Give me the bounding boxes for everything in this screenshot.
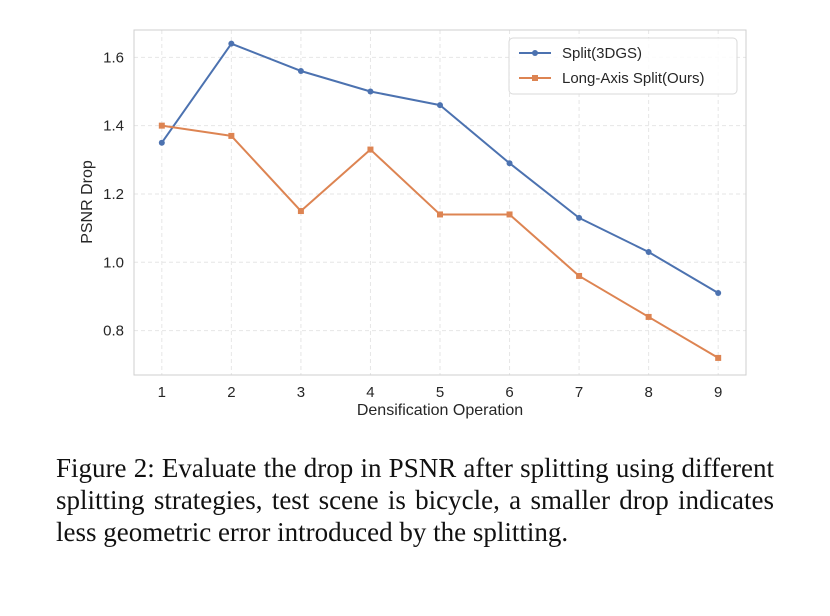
data-point — [228, 40, 235, 47]
y-tick-label: 1.0 — [103, 254, 124, 271]
data-point — [715, 290, 722, 297]
y-axis-label: PSNR Drop — [79, 160, 96, 244]
x-tick-label: 6 — [505, 384, 513, 401]
legend-item: Split(3DGS) — [519, 45, 642, 62]
data-point — [437, 102, 443, 109]
data-point — [506, 160, 513, 167]
legend-box — [508, 37, 738, 95]
data-point — [158, 139, 165, 146]
data-point — [228, 132, 235, 139]
data-point — [645, 249, 652, 256]
data-point — [437, 211, 443, 218]
x-axis-label: Densification Operation — [357, 402, 523, 419]
x-tick-label: 8 — [644, 384, 652, 401]
data-point — [158, 122, 165, 129]
x-tick-label: 9 — [714, 384, 722, 401]
data-point — [506, 211, 513, 218]
x-tick-label: 4 — [366, 384, 374, 401]
y-tick-label: 1.4 — [103, 118, 124, 135]
legend-item: Long-Axis Split(Ours) — [519, 70, 705, 87]
x-tick-label: 1 — [158, 384, 166, 401]
legend-label: Split(3DGS) — [562, 45, 642, 62]
data-point — [367, 146, 374, 153]
data-point — [576, 272, 583, 279]
data-point — [367, 88, 374, 95]
legend-items: Split(3DGS) Long-Axis Split(Ours) — [519, 45, 705, 87]
x-tick-label: 5 — [436, 384, 444, 401]
series-1 — [158, 40, 722, 297]
chart-svg: 1 2 3 4 5 6 7 8 9 0.8 1.0 1.2 1.4 1.6 Densification … — [79, 29, 747, 419]
legend-marker — [532, 75, 538, 81]
y-tick-label: 1.6 — [103, 49, 124, 66]
series-layer — [158, 40, 722, 361]
x-tick-label: 7 — [575, 384, 583, 401]
line-chart: 1 2 3 4 5 6 7 8 9 0.8 1.0 1.2 1.4 1.6 Densification … — [79, 29, 747, 419]
data-point — [576, 214, 583, 221]
data-point — [297, 67, 304, 74]
legend: Split(3DGS) Long-Axis Split(Ours) — [508, 37, 738, 95]
data-point — [297, 208, 304, 215]
series-2 — [158, 122, 722, 361]
data-point — [645, 313, 652, 320]
legend-label: Long-Axis Split(Ours) — [562, 70, 705, 87]
plot-area-border — [133, 29, 747, 376]
data-point — [715, 354, 722, 361]
x-tick-labels: 1 2 3 4 5 6 7 8 9 — [158, 384, 723, 401]
x-tick-label: 2 — [227, 384, 235, 401]
x-tick-label: 3 — [297, 384, 305, 401]
y-tick-label: 0.8 — [103, 323, 124, 340]
legend-marker — [532, 50, 538, 56]
y-tick-label: 1.2 — [103, 186, 124, 203]
y-tick-labels: 0.8 1.0 1.2 1.4 1.6 — [103, 49, 124, 339]
figure-caption: Figure 2: Evaluate the drop in PSNR afte… — [56, 453, 774, 547]
